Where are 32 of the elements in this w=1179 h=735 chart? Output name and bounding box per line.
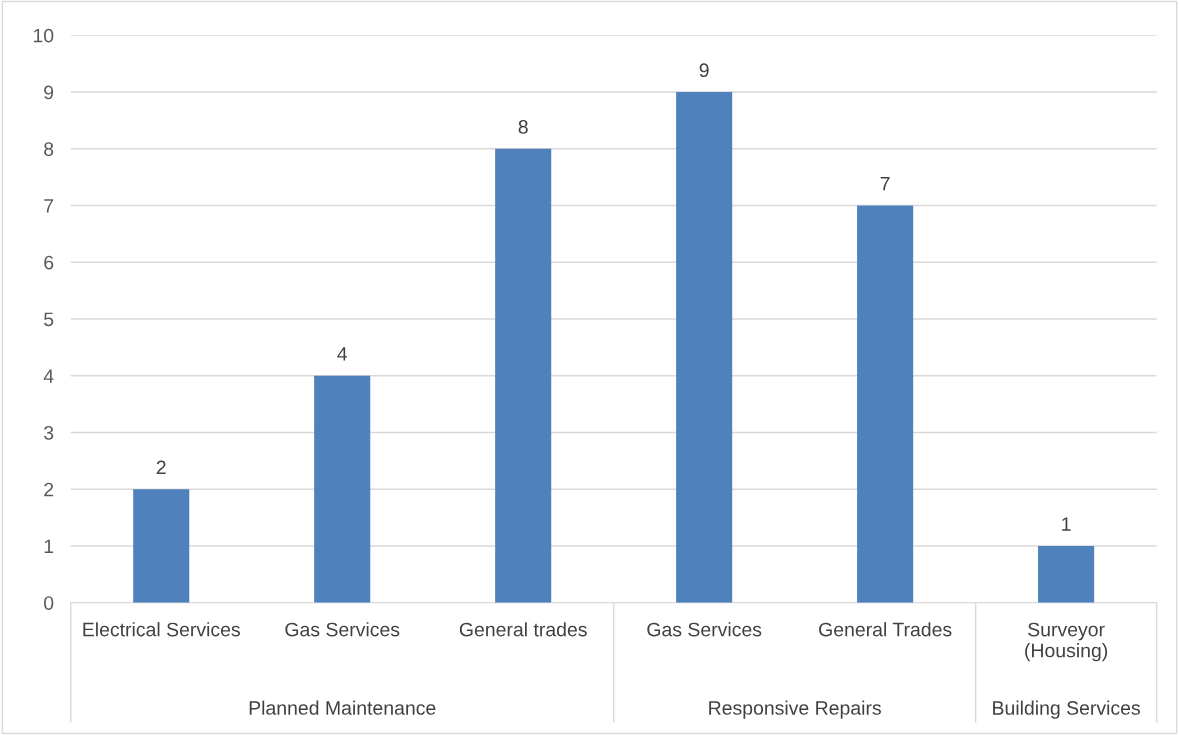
data-label: 7	[880, 176, 890, 191]
x-tick-label: Gas Services	[285, 622, 400, 637]
y-tick-label: 6	[44, 255, 54, 270]
bar	[133, 489, 190, 603]
y-tick-label: 4	[43, 369, 54, 383]
x-tick-label: General trades	[459, 622, 587, 637]
y-tick-label: 3	[44, 425, 54, 440]
x-tick-label: Gas Services	[647, 622, 762, 637]
y-tick-label: 1	[44, 539, 54, 553]
y-tick-label: 5	[44, 312, 54, 327]
text: Responsive Repairs	[709, 700, 881, 719]
data-label: 2	[156, 460, 166, 475]
data-label: 8	[518, 120, 528, 134]
bar	[857, 205, 914, 603]
y-tick-label: 8	[44, 142, 54, 156]
text: Building Services	[993, 700, 1140, 719]
bar	[314, 375, 371, 603]
x-tick-label: Surveyor (Housing)	[1025, 622, 1108, 662]
y-tick-label: 2	[44, 482, 54, 497]
data-label: 9	[699, 63, 709, 78]
data-label: 1	[1062, 517, 1071, 531]
y-tick-label: 10	[33, 28, 54, 43]
bar	[1038, 545, 1095, 603]
x-tick-label: Electrical Services	[83, 622, 240, 637]
y-tick-label: 0	[44, 596, 54, 610]
y-tick-label: 7	[44, 199, 54, 213]
y-tick-label: 9	[44, 85, 54, 100]
x-tick-label: General Trades	[819, 622, 952, 637]
bar	[495, 148, 552, 603]
bar	[676, 92, 733, 603]
data-label: 4	[337, 347, 348, 361]
text: Planned Maintenance	[249, 700, 436, 715]
